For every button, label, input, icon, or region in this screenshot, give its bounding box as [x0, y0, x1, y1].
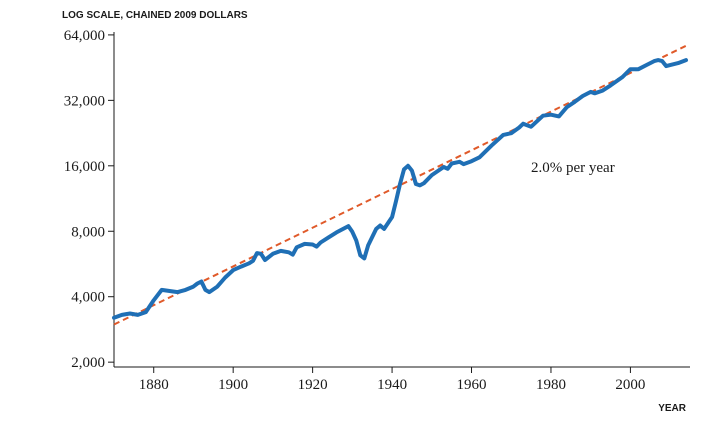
- x-axis-label: YEAR: [658, 403, 687, 414]
- y-tick-label: 2,000: [71, 355, 105, 371]
- y-tick-label: 8,000: [71, 224, 105, 240]
- y-axis-unit-label: LOG SCALE, CHAINED 2009 DOLLARS: [62, 10, 248, 21]
- y-axis-ticks: 2,000 4,000 8,000 16,000 32,000 64,000: [64, 28, 114, 371]
- x-tick-label: 2000: [615, 377, 645, 393]
- y-tick-label: 64,000: [64, 28, 105, 44]
- y-tick-label: 32,000: [64, 93, 105, 109]
- x-tick-label: 1920: [298, 377, 328, 393]
- x-tick-label: 1960: [457, 377, 487, 393]
- x-tick-label: 1980: [536, 377, 566, 393]
- gdp-per-capita-line: [112, 58, 688, 320]
- growth-rate-annotation: 2.0% per year: [531, 160, 615, 176]
- x-tick-label: 1940: [377, 377, 407, 393]
- x-axis-ticks: 1880 1900 1920 1940 1960 1980 2000: [139, 367, 645, 393]
- y-tick-label: 4,000: [71, 290, 105, 306]
- x-tick-label: 1880: [139, 377, 169, 393]
- y-tick-label: 16,000: [64, 159, 105, 175]
- x-tick-label: 1900: [218, 377, 248, 393]
